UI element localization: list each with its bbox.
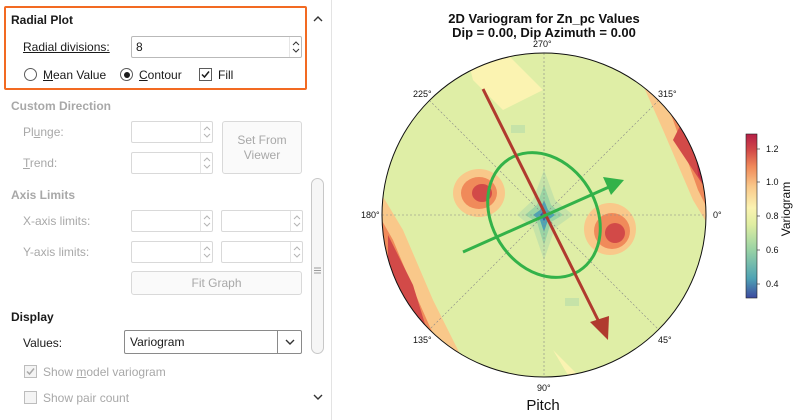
fill-label: Fill [218, 68, 234, 82]
angle-label-180: 180° [361, 210, 380, 220]
x-axis-min-input[interactable] [131, 210, 213, 232]
values-select[interactable]: Variogram [124, 330, 302, 354]
x-axis-limits-label: X-axis limits: [23, 214, 91, 228]
panel-scrollbar[interactable] [311, 178, 324, 354]
x-axis-min-spinner[interactable] [200, 211, 212, 231]
trend-input[interactable] [131, 152, 213, 174]
settings-panel: Radial Plot Radial divisions: 8 Mean Val… [0, 0, 332, 420]
x-axis-label: Pitch [526, 397, 560, 414]
set-from-viewer-button[interactable]: Set From Viewer [222, 121, 302, 174]
y-axis-limits-label: Y-axis limits: [23, 245, 90, 259]
colorbar-tick-label: 0.8 [766, 211, 779, 221]
y-axis-max-input[interactable] [221, 241, 303, 263]
colorbar-tick-label: 0.6 [766, 245, 779, 255]
radial-plot-heading: Radial Plot [11, 13, 74, 27]
angle-label-270: 270° [533, 39, 552, 49]
trend-label: Trend: [23, 156, 58, 170]
contour-label: Contour [139, 68, 182, 82]
plunge-spinner[interactable] [200, 122, 212, 142]
minor-direction-arrow [462, 177, 624, 254]
collapse-chevron-up-icon[interactable] [311, 12, 325, 26]
radial-divisions-value: 8 [136, 40, 143, 54]
fill-checkbox[interactable] [199, 68, 212, 81]
colorbar-tick-label: 1.0 [766, 177, 779, 187]
plot-title-line1: 2D Variogram for Zn_pc Values [448, 11, 640, 26]
x-axis-max-input[interactable] [221, 210, 303, 232]
polar-frame [381, 52, 707, 378]
angle-label-0: 0° [713, 210, 722, 220]
display-heading: Display [11, 310, 54, 324]
scroll-chevron-down-icon[interactable] [311, 390, 325, 404]
y-axis-max-spinner[interactable] [290, 242, 302, 262]
show-model-variogram-label: Show model variogram [43, 365, 166, 379]
radial-divisions-input[interactable]: 8 [131, 36, 302, 58]
angle-label-135: 135° [413, 335, 432, 345]
anisotropy-ellipse [486, 151, 602, 279]
colorbar-tick-label: 0.4 [766, 279, 779, 289]
values-selected: Variogram [130, 335, 185, 349]
plunge-input[interactable] [131, 121, 213, 143]
mean-value-radio[interactable] [24, 68, 37, 81]
variogram-plot: 2D Variogram for Zn_pc Values Dip = 0.00… [333, 0, 799, 420]
colorbar-title: Variogram [779, 181, 793, 237]
values-label: Values: [23, 336, 63, 350]
chevron-down-icon[interactable] [277, 331, 301, 353]
angle-label-90: 90° [537, 383, 551, 393]
angle-label-315: 315° [658, 89, 677, 99]
y-axis-min-input[interactable] [131, 241, 213, 263]
angle-label-45: 45° [658, 335, 672, 345]
y-axis-min-spinner[interactable] [200, 242, 212, 262]
colorbar [745, 133, 758, 299]
colorbar-ticks [757, 148, 760, 285]
scrollbar-grip-icon [314, 263, 321, 274]
show-pair-count-label: Show pair count [43, 391, 130, 405]
radial-divisions-spinner[interactable] [289, 37, 301, 57]
polar-contour-plot [381, 52, 760, 378]
fit-graph-button[interactable]: Fit Graph [131, 271, 302, 295]
plot-title-line2: Dip = 0.00, Dip Azimuth = 0.00 [452, 25, 636, 40]
contour-radio[interactable] [120, 68, 133, 81]
major-direction-arrow [481, 88, 609, 340]
x-axis-max-spinner[interactable] [290, 211, 302, 231]
show-model-variogram-checkbox[interactable] [24, 365, 37, 378]
plunge-label: Plunge: [23, 125, 64, 139]
custom-direction-heading: Custom Direction [11, 99, 112, 113]
show-pair-count-checkbox[interactable] [24, 391, 37, 404]
radial-divisions-label: Radial divisions: [23, 40, 110, 54]
colorbar-tick-label: 1.2 [766, 144, 779, 154]
angle-label-225: 225° [413, 89, 432, 99]
mean-value-label: Mean Value [43, 68, 107, 82]
trend-spinner[interactable] [200, 153, 212, 173]
axis-limits-heading: Axis Limits [11, 188, 76, 202]
